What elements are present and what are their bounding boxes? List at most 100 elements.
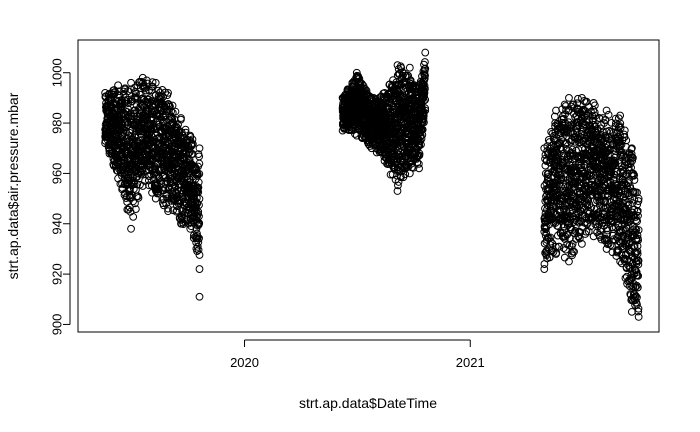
data-point xyxy=(405,169,414,178)
data-point xyxy=(380,88,389,97)
data-point xyxy=(587,107,595,116)
x-tick-label: 2021 xyxy=(456,355,485,370)
data-point xyxy=(401,170,410,179)
data-point xyxy=(578,93,586,102)
data-point xyxy=(582,227,591,236)
data-point xyxy=(560,253,569,262)
data-point xyxy=(114,174,122,183)
data-point xyxy=(634,312,643,321)
y-axis-label: strt.ap.data$air.pressure.mbar xyxy=(5,92,21,279)
data-point xyxy=(195,169,204,178)
data-point xyxy=(633,293,641,302)
data-point xyxy=(141,177,149,185)
data-point xyxy=(634,236,642,245)
data-point xyxy=(605,126,614,135)
data-point xyxy=(195,144,204,153)
data-point xyxy=(616,111,625,120)
data-point xyxy=(367,144,376,153)
data-point xyxy=(617,140,626,149)
data-point xyxy=(173,206,181,215)
data-point xyxy=(589,99,598,107)
axes: 900 920 940 960 980 1000 2020 2021 xyxy=(49,58,484,370)
data-point xyxy=(164,88,172,97)
data-point xyxy=(195,194,204,203)
data-point xyxy=(629,226,638,234)
data-point xyxy=(546,237,555,246)
data-point xyxy=(195,234,203,243)
data-point xyxy=(130,180,139,189)
data-point xyxy=(578,111,587,120)
data-point xyxy=(599,114,607,122)
data-point xyxy=(576,228,585,237)
data-point xyxy=(627,144,636,153)
data-point xyxy=(394,178,403,186)
data-point xyxy=(409,163,418,172)
data-point xyxy=(552,106,560,115)
data-point xyxy=(193,184,202,192)
data-point xyxy=(420,118,428,127)
data-point xyxy=(552,250,560,258)
data-point xyxy=(193,242,202,251)
data-point xyxy=(578,239,586,248)
data-point xyxy=(176,133,185,141)
data-point xyxy=(338,126,347,135)
data-point xyxy=(414,159,423,168)
data-point xyxy=(195,201,203,209)
data-point xyxy=(634,197,643,205)
data-point xyxy=(420,74,429,83)
data-point xyxy=(633,217,642,226)
data-point xyxy=(624,200,633,209)
data-point xyxy=(571,137,580,146)
data-point xyxy=(550,131,558,140)
plot-frame xyxy=(77,39,660,333)
x-axis-label: strt.ap.data$DateTime xyxy=(299,395,437,411)
data-point xyxy=(195,219,204,228)
data-point xyxy=(127,78,135,87)
data-point xyxy=(632,216,641,224)
data-point xyxy=(601,143,610,152)
data-point xyxy=(101,88,110,97)
data-point xyxy=(584,227,593,236)
data-point xyxy=(187,140,196,149)
data-point xyxy=(417,140,425,149)
data-point xyxy=(615,197,624,206)
data-point xyxy=(634,211,642,220)
data-point xyxy=(632,225,641,234)
data-point xyxy=(393,187,402,195)
data-point xyxy=(141,86,150,95)
data-point xyxy=(540,265,549,273)
data-point xyxy=(604,110,613,119)
data-point xyxy=(352,68,361,77)
data-point xyxy=(194,238,203,247)
data-point xyxy=(171,107,180,116)
data-point xyxy=(195,159,204,168)
data-point xyxy=(622,136,631,145)
data-point xyxy=(352,131,361,140)
data-point xyxy=(560,235,569,243)
data-point xyxy=(405,63,414,72)
data-point xyxy=(193,247,202,256)
data-point xyxy=(195,265,204,273)
data-point xyxy=(134,193,143,202)
data-point xyxy=(421,95,430,104)
data-point xyxy=(615,225,624,234)
data-point xyxy=(161,88,170,97)
data-point xyxy=(602,106,611,115)
data-point xyxy=(186,224,195,233)
data-point xyxy=(634,271,643,280)
data-point xyxy=(628,156,637,165)
data-point xyxy=(547,127,556,136)
y-tick-label: 1000 xyxy=(49,58,64,87)
data-point xyxy=(148,82,157,91)
data-point xyxy=(591,112,600,120)
data-point xyxy=(584,195,593,204)
x-tick-label: 2020 xyxy=(230,355,259,370)
data-point xyxy=(629,153,637,162)
y-tick-label: 940 xyxy=(49,213,64,235)
data-point xyxy=(577,119,586,128)
data-point xyxy=(633,283,642,292)
data-point xyxy=(188,135,197,144)
data-point xyxy=(421,106,430,115)
data-point xyxy=(380,156,389,165)
data-point xyxy=(193,199,202,208)
